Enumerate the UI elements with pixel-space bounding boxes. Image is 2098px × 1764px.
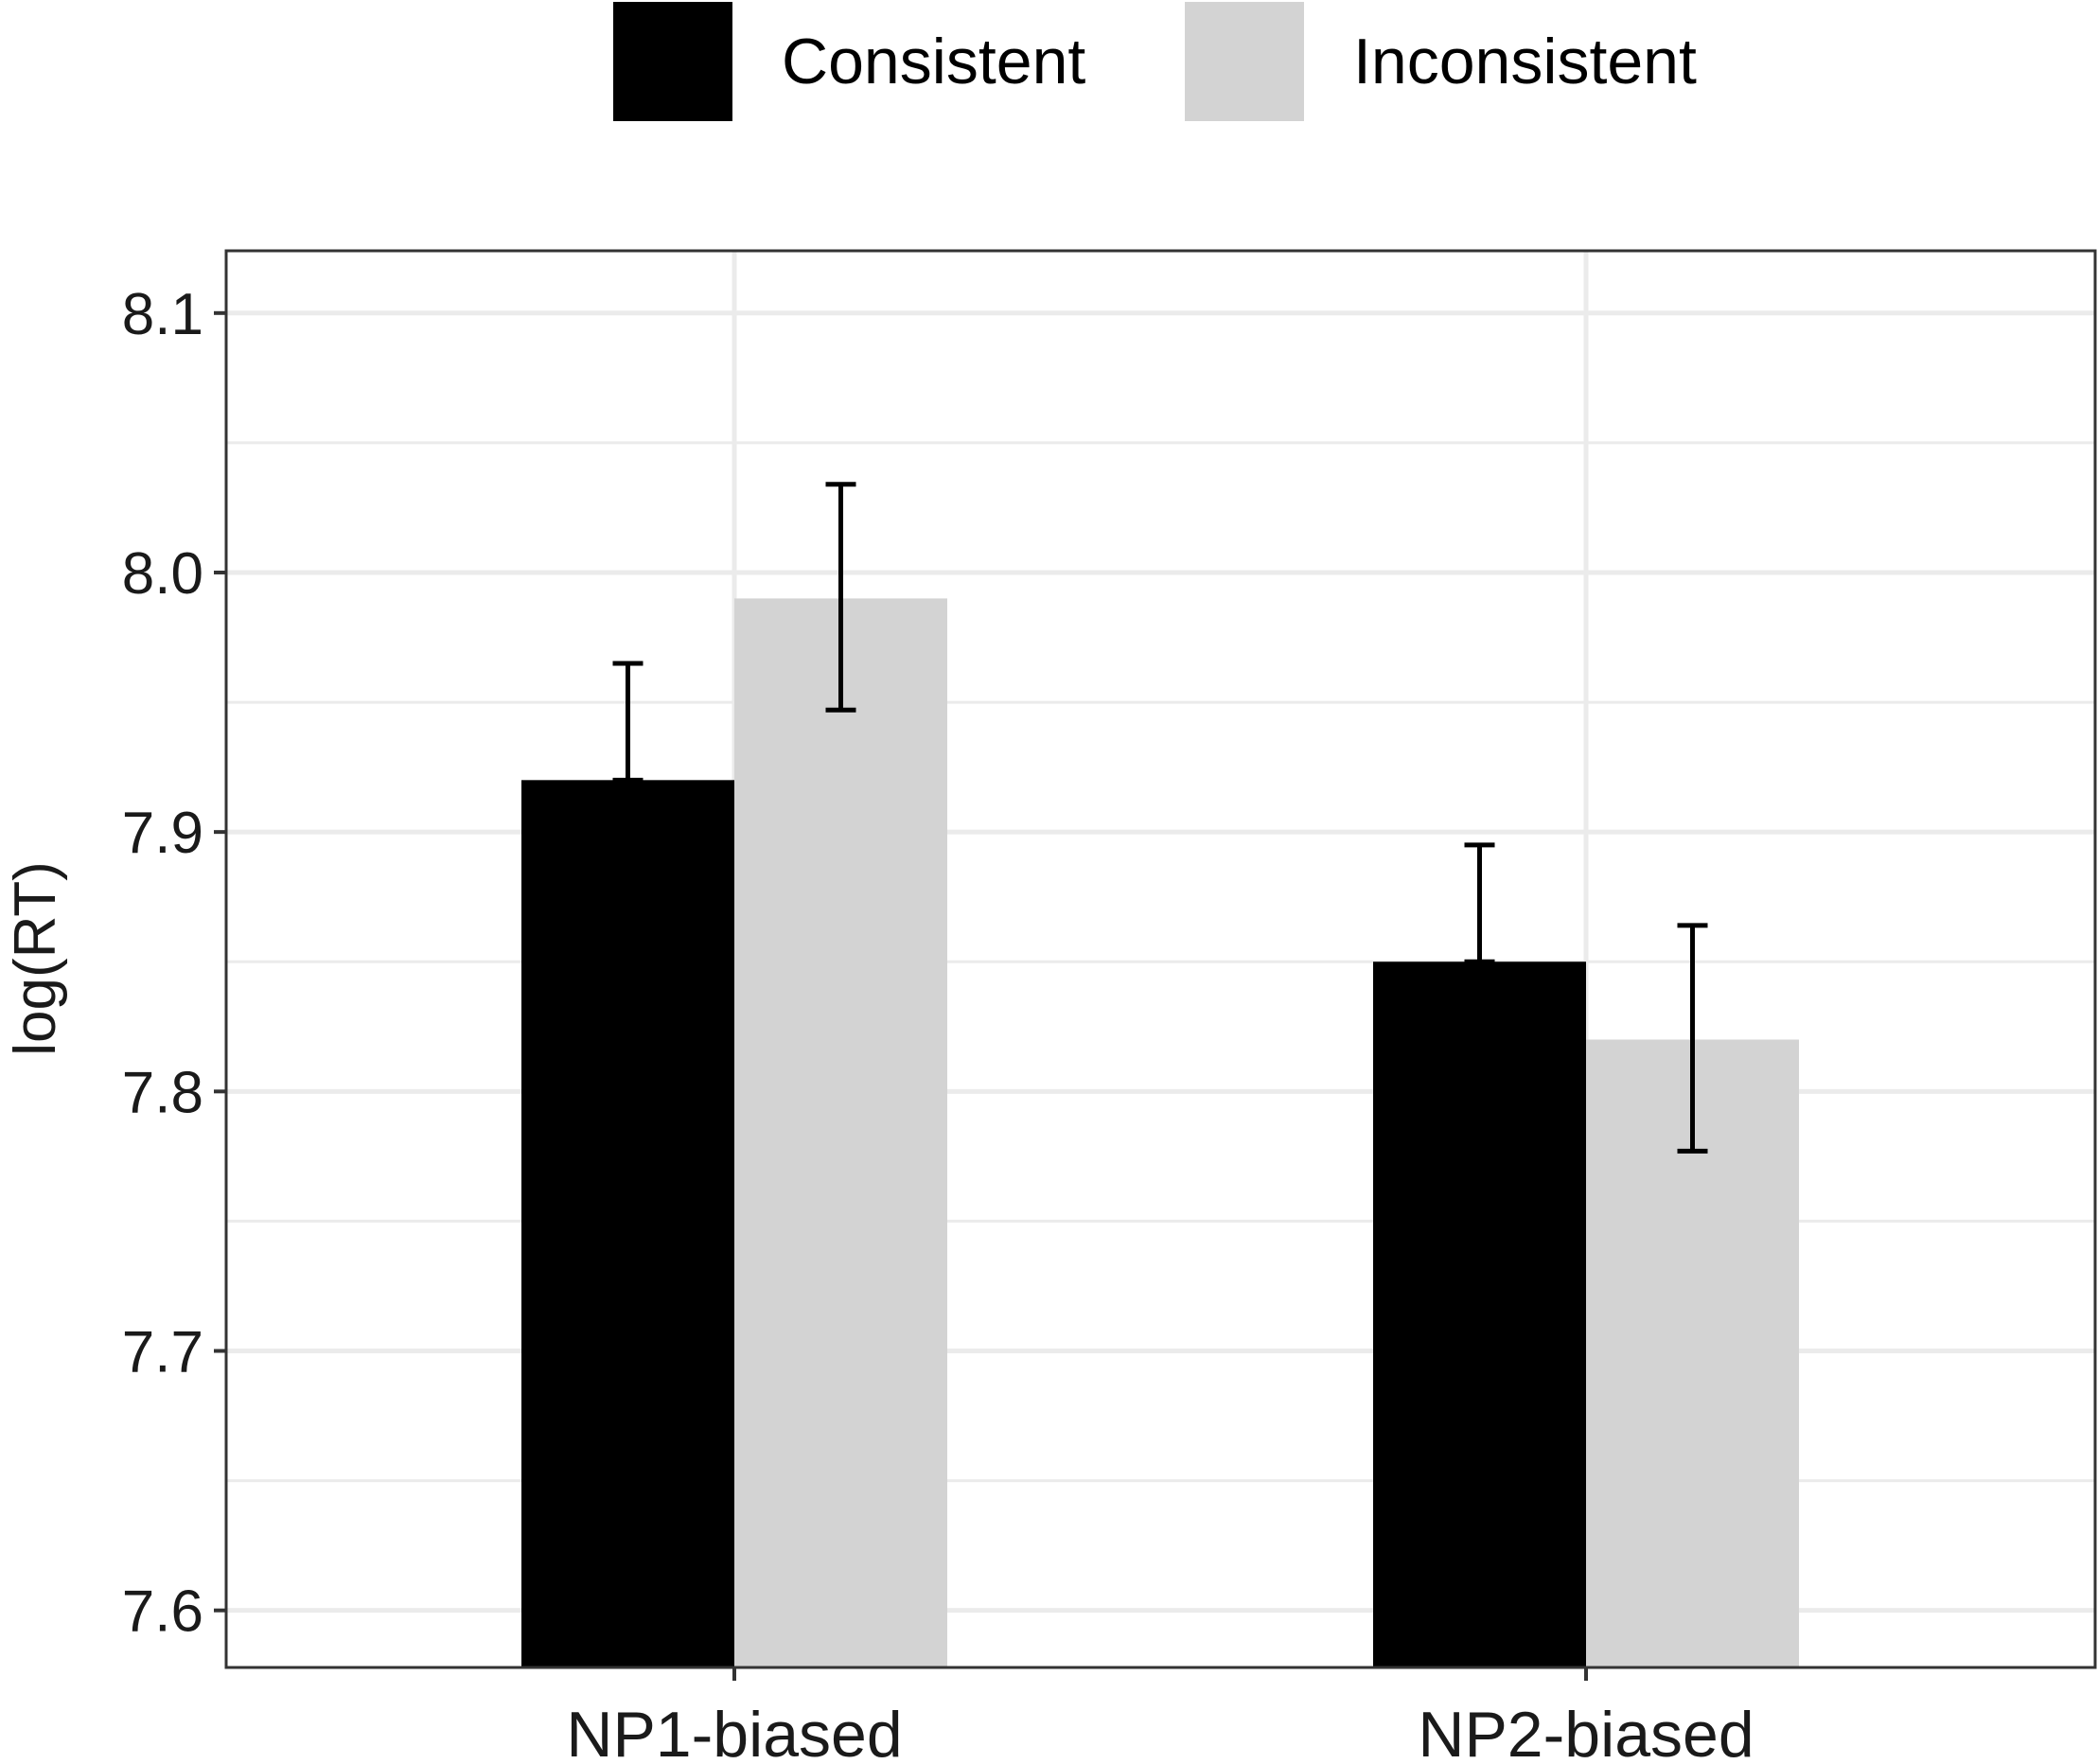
grid-lines	[226, 251, 2095, 1667]
x-tick-label: NP2-biased	[1418, 1699, 1754, 1764]
bars	[521, 598, 1799, 1667]
y-tick-label: 8.0	[122, 541, 203, 607]
legend: Consistent Inconsistent	[613, 2, 1697, 121]
bar-inconsistent-np1-biased	[734, 598, 947, 1667]
error-bar-inconsistent-np1-biased	[825, 482, 856, 713]
bar-consistent-np1-biased	[521, 780, 734, 1667]
error-bar-consistent-np1-biased	[612, 661, 644, 783]
y-tick-label: 8.1	[122, 282, 203, 347]
bar-consistent-np2-biased	[1373, 961, 1586, 1667]
error-bar-inconsistent-np2-biased	[1677, 923, 1708, 1154]
x-tick-label: NP1-biased	[566, 1699, 902, 1764]
legend-label-consistent: Consistent	[782, 26, 1085, 97]
error-bars	[612, 482, 1708, 1154]
y-tick-label: 7.7	[122, 1320, 203, 1385]
panel-border	[224, 249, 2097, 1669]
y-axis: 7.6 7.7 7.8 7.9 8.0 8.1	[122, 282, 226, 1645]
legend-swatch-consistent	[613, 2, 732, 121]
legend-swatch-inconsistent	[1185, 2, 1304, 121]
x-axis: NP1-biased NP2-biased	[566, 1667, 1754, 1764]
y-tick-label: 7.8	[122, 1060, 203, 1125]
legend-label-inconsistent: Inconsistent	[1353, 26, 1697, 97]
error-bar-consistent-np2-biased	[1464, 842, 1495, 964]
y-tick-label: 7.6	[122, 1579, 203, 1645]
y-axis-title: log(RT)	[3, 861, 68, 1056]
y-tick-label: 7.9	[122, 801, 203, 866]
